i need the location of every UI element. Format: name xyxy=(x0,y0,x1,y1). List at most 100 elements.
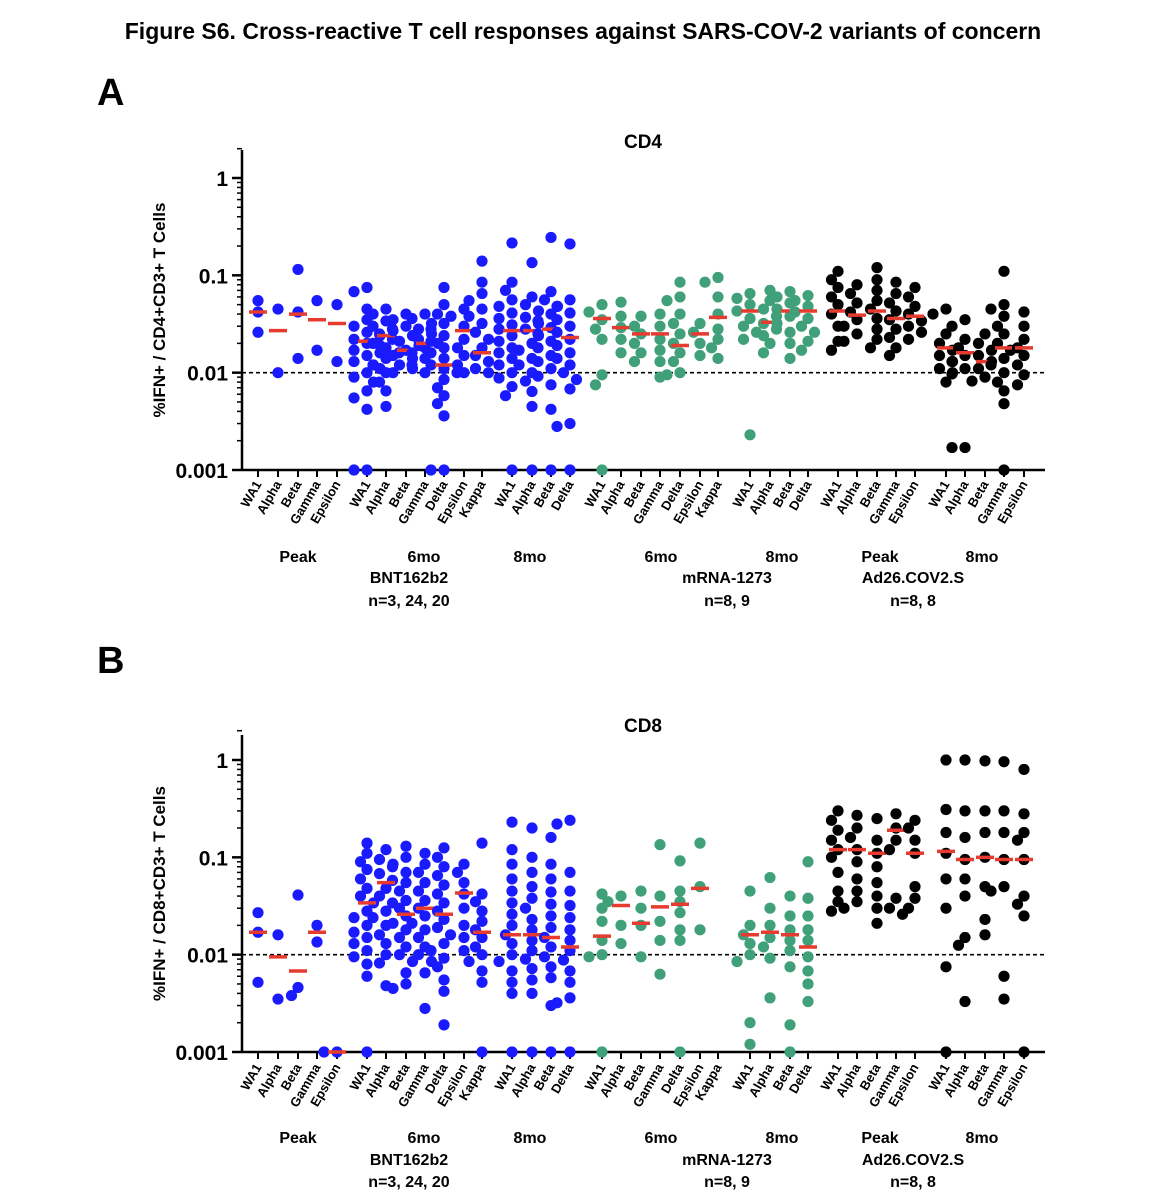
data-point xyxy=(545,231,557,244)
data-point xyxy=(526,257,538,269)
data-point xyxy=(1011,379,1024,391)
data-point xyxy=(419,967,431,979)
data-point xyxy=(1018,320,1030,332)
data-point xyxy=(292,263,304,276)
data-point xyxy=(348,344,360,356)
data-point xyxy=(373,957,386,969)
data-point xyxy=(615,919,627,931)
data-point xyxy=(373,376,386,388)
data-point xyxy=(506,873,518,885)
data-point xyxy=(883,297,896,309)
data-point xyxy=(499,390,512,402)
data-point xyxy=(564,333,576,345)
data-point xyxy=(784,910,796,922)
data-point xyxy=(361,863,373,876)
data-point xyxy=(400,941,412,953)
data-point xyxy=(526,866,538,879)
timepoint-label: 8mo xyxy=(966,1130,999,1147)
data-point xyxy=(425,464,437,476)
data-point xyxy=(361,847,373,859)
data-point xyxy=(998,328,1010,340)
data-point xyxy=(438,913,450,926)
data-point xyxy=(406,917,418,929)
data-point xyxy=(493,335,505,347)
data-point xyxy=(438,464,450,476)
timepoint-label: Peak xyxy=(279,1130,316,1147)
data-point xyxy=(784,352,796,365)
data-point xyxy=(438,952,450,964)
data-point xyxy=(784,1019,796,1031)
data-point xyxy=(469,896,482,908)
data-point xyxy=(354,873,367,885)
data-point xyxy=(506,908,518,920)
data-point xyxy=(784,1046,796,1058)
data-point xyxy=(654,308,666,320)
data-point xyxy=(694,837,706,849)
data-point xyxy=(469,363,482,375)
data-point xyxy=(998,881,1010,893)
data-point xyxy=(406,312,418,325)
data-point xyxy=(458,367,470,379)
data-point xyxy=(458,919,470,931)
data-point xyxy=(532,342,544,354)
data-point xyxy=(583,306,595,318)
data-point xyxy=(526,881,538,893)
vaccine-n-label: n=8, 8 xyxy=(890,1174,936,1191)
data-point xyxy=(871,262,883,274)
data-point xyxy=(1018,890,1030,902)
data-point xyxy=(545,941,557,953)
panel-label-a: A xyxy=(97,72,125,114)
vaccine-n-label: n=8, 8 xyxy=(890,593,936,610)
data-point xyxy=(802,934,814,947)
data-point xyxy=(902,291,915,303)
data-point xyxy=(506,976,518,988)
data-point xyxy=(476,1046,488,1058)
data-point xyxy=(400,967,412,979)
data-point xyxy=(526,987,538,999)
data-point xyxy=(476,303,488,315)
data-point xyxy=(712,291,724,303)
data-point xyxy=(519,375,532,387)
data-point xyxy=(380,882,392,894)
data-point xyxy=(871,902,883,914)
data-point xyxy=(635,919,647,931)
data-point xyxy=(526,400,538,413)
data-point xyxy=(871,295,883,307)
vaccine-label: mRNA-1273 xyxy=(682,1152,772,1169)
data-point xyxy=(851,873,863,885)
data-point xyxy=(825,344,838,356)
y-axis-label: %IFN+ / CD4+CD3+ T Cells xyxy=(150,203,169,418)
data-point xyxy=(438,390,450,402)
data-point xyxy=(674,924,686,936)
data-point xyxy=(400,320,412,332)
data-point xyxy=(583,951,595,963)
data-point xyxy=(998,367,1010,379)
data-point xyxy=(979,929,991,941)
data-point xyxy=(832,885,844,897)
data-point xyxy=(712,352,724,365)
data-point xyxy=(570,373,583,386)
data-point xyxy=(272,367,284,379)
data-point xyxy=(890,287,902,300)
data-point xyxy=(998,970,1010,982)
data-point xyxy=(802,978,814,990)
data-point xyxy=(425,347,437,359)
data-point xyxy=(927,308,939,320)
data-point xyxy=(361,1046,373,1058)
data-point xyxy=(1018,369,1030,381)
data-point xyxy=(545,858,557,870)
data-point xyxy=(851,885,863,897)
data-point xyxy=(469,326,482,338)
data-point xyxy=(789,295,801,307)
data-point xyxy=(526,464,538,476)
data-point xyxy=(419,367,431,379)
data-point xyxy=(564,934,576,947)
data-point xyxy=(393,359,406,371)
data-point xyxy=(458,902,470,914)
data-point xyxy=(1018,1046,1030,1058)
data-point xyxy=(506,816,518,828)
data-point xyxy=(400,877,412,889)
data-point xyxy=(564,383,576,395)
data-point xyxy=(361,945,373,957)
